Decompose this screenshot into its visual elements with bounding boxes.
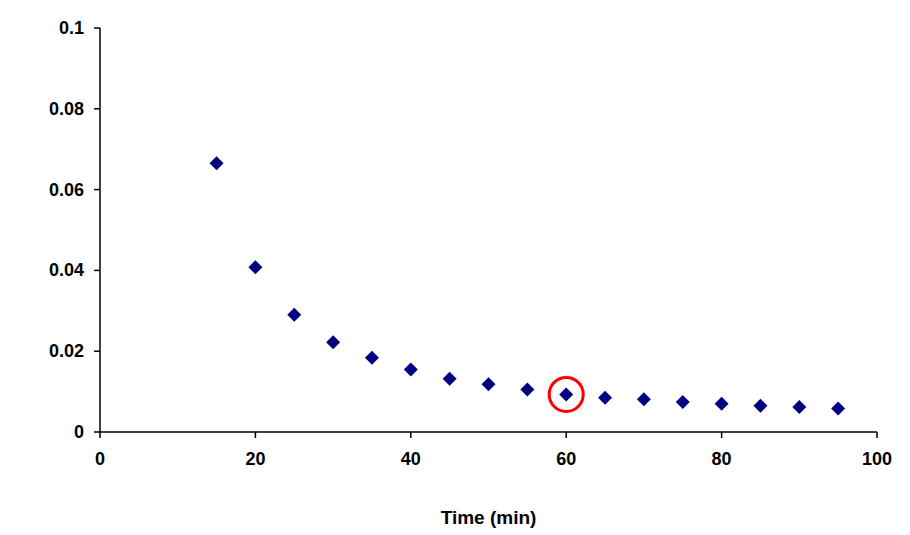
y-tick [94, 431, 100, 433]
highlight-ring [549, 377, 583, 411]
data-point [559, 387, 573, 401]
x-tick-label: 0 [95, 449, 105, 469]
data-point [287, 308, 301, 322]
data-point [792, 400, 806, 414]
data-point [753, 399, 767, 413]
x-tick-label: 40 [401, 449, 421, 469]
y-tick-label: 0.04 [49, 260, 84, 280]
points [210, 156, 846, 415]
y-tick-label: 0.08 [49, 99, 84, 119]
x-tick [99, 432, 101, 438]
data-point [482, 377, 496, 391]
y-tick [94, 108, 100, 110]
x-tick-label: 80 [712, 449, 732, 469]
y-tick-label: 0.02 [49, 341, 84, 361]
data-point [404, 362, 418, 376]
data-point [248, 260, 262, 274]
x-tick [255, 432, 257, 438]
x-tick [876, 432, 878, 438]
y-tick [94, 270, 100, 272]
y-tick [94, 189, 100, 191]
chart-svg: 0 0.02 0.04 0.06 0.08 0.1 0 20 40 60 80 100 Time (mi… [0, 0, 910, 535]
x-tick [721, 432, 723, 438]
x-axis-line [100, 431, 877, 433]
data-point [831, 402, 845, 416]
data-point [715, 397, 729, 411]
y-tick-label: 0 [74, 422, 84, 442]
data-point [365, 351, 379, 365]
chart-container: 0 0.02 0.04 0.06 0.08 0.1 0 20 40 60 80 100 Time (mi… [0, 0, 910, 535]
data-point [210, 156, 224, 170]
data-point [598, 391, 612, 405]
y-tick [94, 350, 100, 352]
x-axis-label: Time (min) [441, 507, 537, 528]
data-point [520, 383, 534, 397]
y-tick [94, 27, 100, 29]
data-point [443, 372, 457, 386]
y-tick-label: 0.1 [59, 18, 84, 38]
x-tick [565, 432, 567, 438]
x-tick-label: 20 [245, 449, 265, 469]
x-tick-label: 60 [556, 449, 576, 469]
data-point [676, 395, 690, 409]
data-point [326, 335, 340, 349]
y-axis-line [99, 28, 101, 432]
x-tick-label: 100 [862, 449, 892, 469]
x-tick [410, 432, 412, 438]
y-tick-label: 0.06 [49, 180, 84, 200]
data-point [637, 392, 651, 406]
